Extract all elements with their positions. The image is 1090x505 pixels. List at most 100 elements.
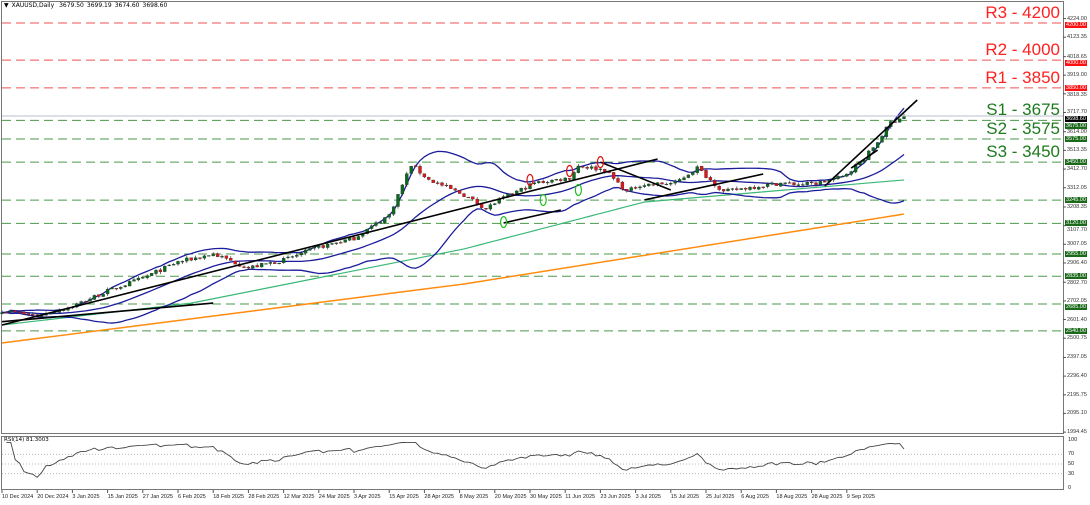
candle-body	[26, 313, 31, 315]
rsi-label: RSI(14) 81.3003	[4, 437, 49, 443]
level-label: S3 - 3450	[986, 142, 1060, 162]
level-price-tag: 3575.00	[1065, 135, 1087, 142]
price-tick-label: 2195.75	[1067, 391, 1087, 398]
candle-body	[453, 188, 457, 191]
level-price-tag: 4000.00	[1065, 60, 1087, 67]
candle-body	[246, 266, 251, 269]
candle-body	[475, 198, 479, 204]
green-circle-marker	[500, 215, 508, 229]
candle-body	[739, 188, 743, 190]
candle-body	[713, 180, 717, 187]
candle-body	[541, 181, 545, 183]
candle-body	[418, 166, 422, 174]
close-value: 3698.60	[142, 2, 168, 9]
candle-body	[31, 314, 35, 316]
candle-body	[814, 182, 818, 185]
candle-body	[207, 255, 211, 257]
candle-body	[202, 255, 207, 259]
level-price-tag: 2685.00	[1065, 304, 1087, 311]
candle-body	[339, 242, 343, 244]
price-tick-label: 2397.05	[1067, 354, 1087, 361]
candle-body	[193, 257, 198, 261]
candle-body	[405, 173, 409, 185]
candle-body	[840, 176, 845, 178]
date-label: 28 Aug 2025	[811, 494, 843, 500]
candle-body	[180, 261, 185, 263]
candle-body	[726, 188, 730, 192]
level-price-tag: 2835.00	[1065, 273, 1087, 280]
candle-body	[119, 287, 123, 289]
candle-body	[295, 255, 299, 257]
candle-body	[528, 183, 532, 190]
candle-body	[299, 252, 303, 256]
candle-body	[849, 171, 853, 175]
candle-body	[686, 174, 691, 178]
level-price-tag: 3120.00	[1065, 220, 1087, 227]
candle-body	[818, 181, 823, 185]
date-label: 15 Apr 2025	[389, 494, 419, 500]
candle-body	[242, 266, 246, 268]
red-circle-marker	[596, 156, 605, 169]
candle-body	[277, 262, 281, 265]
candle-body	[598, 168, 603, 170]
candle-body	[198, 257, 202, 259]
candle-body	[215, 253, 220, 257]
candle-body	[611, 172, 616, 179]
trendline	[1, 302, 214, 323]
candle-body	[383, 217, 387, 223]
price-tick-label: 3818.35	[1067, 91, 1087, 98]
candle-body	[396, 194, 400, 207]
candle-body	[136, 277, 141, 281]
high-value: 3699.19	[86, 2, 112, 9]
candle-body	[783, 182, 787, 184]
level-price-tag: 3850.00	[1065, 84, 1087, 91]
main-pane-frame	[1, 1, 1064, 434]
candle-body	[400, 184, 405, 195]
candle-body	[9, 310, 13, 313]
level-price-tag: 2955.00	[1065, 250, 1087, 257]
open-value: 3679.50	[59, 2, 84, 9]
red-circle-marker	[565, 164, 574, 178]
level-price-tag: 4200.00	[1065, 22, 1087, 29]
candle-body	[796, 184, 801, 186]
date-label: 3 Jan 2025	[72, 494, 100, 500]
candle-body	[471, 196, 475, 200]
candle-body	[704, 169, 708, 178]
candle-body	[897, 118, 902, 123]
price-tick-label: 3312.05	[1067, 184, 1087, 191]
candle-body	[677, 179, 682, 182]
level-label: S1 - 3675	[986, 100, 1060, 120]
candle-body	[387, 214, 391, 218]
price-tick-label: 2802.70	[1067, 279, 1087, 286]
candle-body	[510, 193, 515, 195]
date-label: 12 Mar 2025	[283, 494, 315, 500]
candle-body	[466, 196, 471, 199]
candle-body	[251, 265, 255, 269]
candle-body	[255, 265, 259, 268]
collapse-triangle-icon[interactable]: ▼	[4, 2, 9, 9]
level-price-tag: 3245.00	[1065, 197, 1087, 204]
date-label: 27 Jan 2025	[142, 494, 174, 500]
candle-body	[317, 245, 321, 248]
candle-body	[83, 301, 88, 303]
candle-body	[519, 187, 523, 192]
candle-body	[185, 257, 189, 262]
symbol-label: XAUUSD,Daily	[11, 2, 55, 9]
candle-body	[523, 187, 528, 190]
candle-body	[805, 181, 809, 185]
low-value: 3674.60	[114, 2, 140, 9]
date-label: 6 Feb 2025	[178, 494, 206, 500]
candle-body	[752, 186, 757, 189]
date-label: 18 Feb 2025	[213, 494, 245, 500]
candle-body	[97, 294, 101, 297]
candle-body	[550, 180, 554, 183]
date-label: 28 Apr 2025	[424, 494, 455, 500]
candle-body	[171, 264, 176, 266]
candle-body	[629, 187, 633, 191]
candle-body	[682, 177, 686, 181]
candle-body	[17, 311, 22, 313]
date-label: 11 Jun 2025	[565, 494, 596, 500]
candle-body	[581, 166, 585, 168]
candle-body	[374, 222, 378, 226]
